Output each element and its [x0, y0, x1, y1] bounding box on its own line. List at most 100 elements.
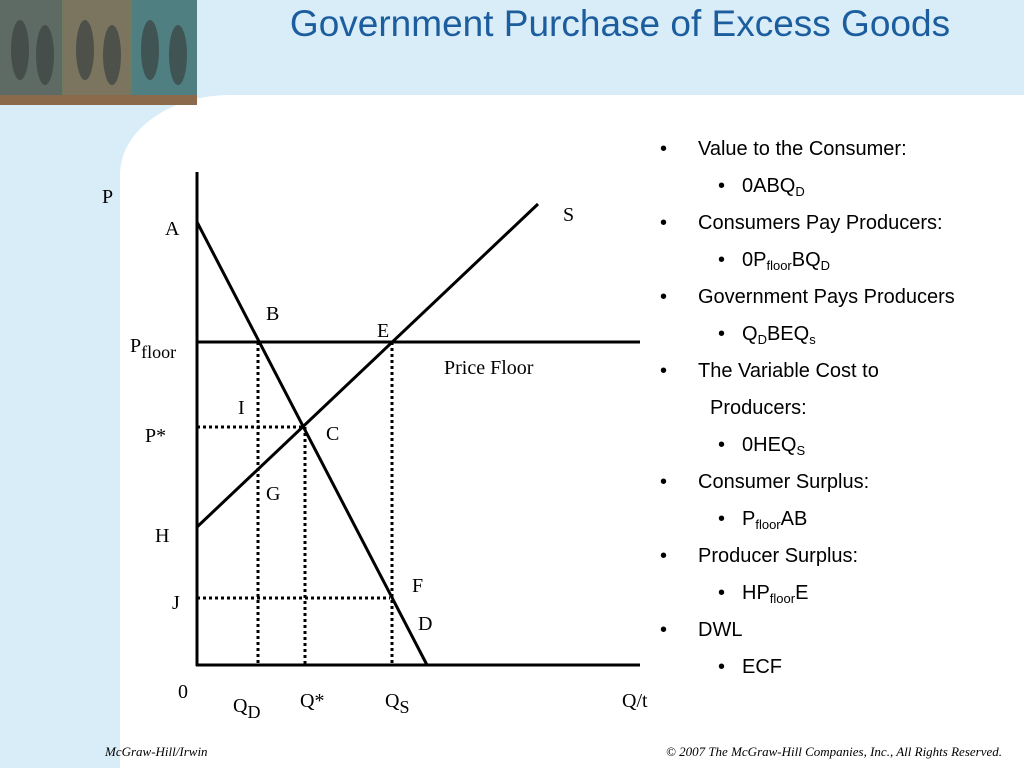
label-text: G [266, 483, 280, 505]
text: BQ [791, 249, 821, 271]
diagram-label: P [102, 186, 113, 208]
sub-bullet-text: ECF [742, 656, 782, 679]
bullet-text: Producers: [710, 397, 807, 420]
label-text: I [238, 397, 245, 419]
diagram-label: H [155, 525, 169, 547]
text: 0ABQ [742, 175, 796, 197]
label-text: C [326, 423, 339, 445]
bullet-marker: • [718, 582, 726, 604]
bullet-text: Consumer Surplus: [698, 471, 869, 494]
subscript: D [795, 184, 805, 199]
label-text: P [130, 335, 141, 357]
text: Value to the Consumer: [698, 138, 907, 160]
diagram-label: 0 [178, 681, 188, 703]
bullet-marker: • [718, 508, 726, 530]
subscript: S [399, 697, 409, 717]
bullet-marker: • [718, 656, 726, 678]
bullet-text: Government Pays Producers [698, 286, 955, 309]
subscript: floor [141, 342, 176, 362]
subscript: D [757, 332, 767, 347]
sub-bullet-text: 0HEQS [742, 434, 805, 458]
label-text: D [418, 613, 432, 635]
label-text: Price Floor [444, 357, 534, 379]
text: Government Pays Producers [698, 286, 955, 308]
text: E [795, 582, 809, 604]
bullet-marker: • [660, 212, 668, 234]
sub-bullet-text: QDBEQs [742, 323, 816, 347]
subscript: floor [755, 517, 781, 532]
label-text: B [266, 303, 279, 325]
diagram-label: Pfloor [130, 335, 176, 362]
footer-right: © 2007 The McGraw-Hill Companies, Inc., … [665, 744, 1002, 759]
diagram-label: B [266, 303, 279, 325]
demand-curve [195, 221, 429, 666]
diagram-label: F [412, 575, 423, 597]
diagram-label: S [563, 204, 574, 226]
diagram-label: G [266, 483, 280, 505]
subscript: floor [769, 591, 796, 606]
bullet-marker: • [660, 619, 668, 641]
text: Consumers Pay Producers: [698, 212, 943, 234]
bullet-marker: • [718, 323, 726, 345]
label-text: A [165, 218, 180, 240]
text: ECF [742, 656, 782, 678]
text: 0P [742, 249, 767, 271]
bullet-marker: • [660, 545, 668, 567]
bullet-text: The Variable Cost to [698, 360, 879, 383]
diagram-label: E [377, 320, 389, 342]
subscript: D [820, 258, 831, 273]
text: Q [742, 323, 758, 345]
bullet-text: Consumers Pay Producers: [698, 212, 943, 235]
diagram-label: D [418, 613, 432, 635]
bullet-marker: • [718, 434, 726, 456]
subscript: s [809, 332, 816, 347]
text: The Variable Cost to [698, 360, 879, 382]
bullet-marker: • [718, 249, 726, 271]
diagram-label: C [326, 423, 339, 445]
label-text: S [563, 204, 574, 226]
content-panel [120, 95, 1024, 768]
diagram-label: Q* [300, 690, 324, 712]
label-text: F [412, 575, 423, 597]
bullet-text: Producer Surplus: [698, 545, 858, 568]
text: DWL [698, 619, 743, 641]
bullet-marker: • [660, 286, 668, 308]
sub-bullet-text: HPfloorE [742, 582, 808, 606]
diagram-label: I [238, 397, 245, 419]
bullet-text: DWL [698, 619, 742, 642]
subscript: S [796, 443, 806, 458]
sub-bullet-text: 0PfloorBQD [742, 249, 830, 273]
bullet-marker: • [660, 138, 668, 160]
diagram-label: J [172, 592, 180, 614]
label-text: 0 [178, 681, 188, 703]
text: HP [742, 582, 770, 604]
subscript: floor [766, 258, 792, 273]
text: BEQ [766, 323, 810, 345]
text: Consumer Surplus: [698, 471, 870, 493]
label-text: J [172, 592, 180, 614]
footer-left: McGraw-Hill/Irwin [105, 744, 208, 759]
diagram-label: Price Floor [444, 357, 534, 379]
bullet-text: Value to the Consumer: [698, 138, 907, 161]
sub-bullet-text: 0ABQD [742, 175, 805, 199]
bullet-marker: • [660, 360, 668, 382]
diagram-label: A [165, 218, 180, 240]
diagram-label: Q/t [622, 690, 648, 712]
label-text: Q/t [622, 690, 648, 712]
text: 0HEQ [742, 434, 797, 456]
supply-demand-diagram: P A B E S Pfloor Price Floor I P* C G H J FD 0 QD Q* QS Q/… [102, 172, 648, 722]
label-text: Q* [300, 690, 324, 712]
diagram-label: P* [145, 425, 166, 447]
diagram-label: QD [233, 695, 260, 722]
label-text: P* [145, 425, 166, 447]
sub-bullet-text: PfloorAB [742, 508, 807, 532]
text: Producer Surplus: [698, 545, 859, 567]
banner-image [0, 0, 197, 105]
text: P [742, 508, 756, 530]
bullet-marker: • [660, 471, 668, 493]
text: Producers: [710, 397, 807, 419]
slide-title: Government Purchase of Excess Goods [289, 3, 951, 44]
text: AB [780, 508, 808, 530]
diagram-label: QS [385, 690, 409, 717]
